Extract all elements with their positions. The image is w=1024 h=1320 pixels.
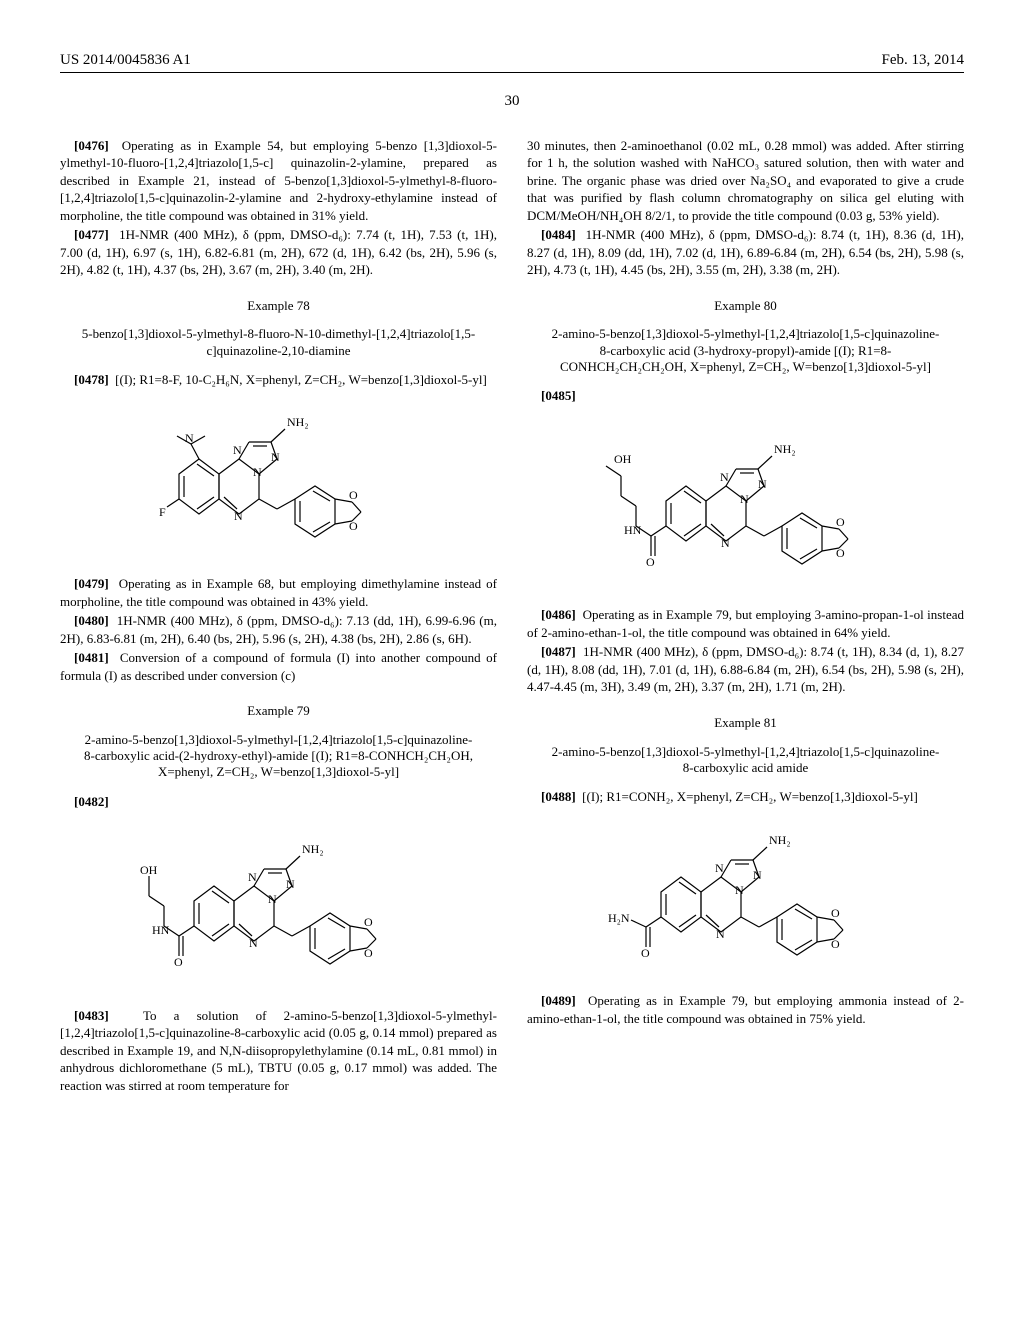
para-text: 1H-NMR (400 MHz), δ (ppm, DMSO-d₆): 8.74…: [527, 644, 964, 694]
svg-text:F: F: [159, 505, 166, 519]
example-title: 5-benzo[1,3]dioxol-5-ylmethyl-8-fluoro-N…: [80, 326, 477, 359]
example-heading: Example 78: [60, 297, 497, 315]
para-text: 1H-NMR (400 MHz), δ (ppm, DMSO-d₆): 7.13…: [60, 613, 497, 646]
svg-text:N: N: [185, 431, 194, 445]
svg-text:N: N: [268, 892, 277, 906]
right-column: 30 minutes, then 2-aminoethanol (0.02 mL…: [527, 137, 964, 1097]
example-title: 2-amino-5-benzo[1,3]dioxol-5-ylmethyl-[1…: [547, 744, 944, 777]
example-heading: Example 79: [60, 702, 497, 720]
svg-text:NH₂: NH₂: [774, 442, 796, 456]
paragraph: [0481] Conversion of a compound of formu…: [60, 649, 497, 684]
para-number: [0480]: [74, 613, 109, 628]
para-text: 1H-NMR (400 MHz), δ (ppm, DMSO-d₆): 7.74…: [60, 227, 497, 277]
svg-text:O: O: [174, 955, 183, 969]
paragraph: [0479] Operating as in Example 68, but e…: [60, 575, 497, 610]
patent-date: Feb. 13, 2014: [882, 50, 965, 70]
svg-text:OH: OH: [614, 452, 632, 466]
paragraph: [0485]: [527, 387, 964, 405]
example-heading: Example 80: [527, 297, 964, 315]
svg-text:N: N: [753, 868, 762, 882]
svg-text:N: N: [721, 536, 730, 550]
svg-text:NH₂: NH₂: [287, 415, 309, 429]
svg-text:O: O: [836, 546, 845, 560]
two-column-layout: [0476] Operating as in Example 54, but e…: [60, 137, 964, 1097]
para-number: [0483]: [74, 1008, 109, 1023]
paragraph: [0478] [(I); R1=8-F, 10-C₂H₆N, X=phenyl,…: [60, 371, 497, 389]
svg-text:HN: HN: [152, 923, 170, 937]
svg-text:N: N: [740, 492, 749, 506]
paragraph: [0476] Operating as in Example 54, but e…: [60, 137, 497, 225]
chemical-structure-81: H₂N O NH₂ N N N N O O: [527, 822, 964, 977]
page-header: US 2014/0045836 A1 Feb. 13, 2014: [60, 50, 964, 73]
para-number: [0477]: [74, 227, 109, 242]
left-column: [0476] Operating as in Example 54, but e…: [60, 137, 497, 1097]
svg-text:O: O: [836, 515, 845, 529]
paragraph: [0477] 1H-NMR (400 MHz), δ (ppm, DMSO-d₆…: [60, 226, 497, 279]
para-text: [(I); R1=8-F, 10-C₂H₆N, X=phenyl, Z=CH₂,…: [115, 372, 487, 387]
para-text: Operating as in Example 68, but employin…: [60, 576, 497, 609]
svg-text:N: N: [248, 870, 257, 884]
svg-text:O: O: [364, 946, 373, 960]
svg-text:N: N: [249, 936, 258, 950]
paragraph: [0484] 1H-NMR (400 MHz), δ (ppm, DMSO-d₆…: [527, 226, 964, 279]
svg-text:NH₂: NH₂: [769, 833, 791, 847]
para-number: [0476]: [74, 138, 109, 153]
svg-text:O: O: [831, 937, 840, 951]
para-number: [0486]: [541, 607, 576, 622]
svg-text:N: N: [720, 470, 729, 484]
para-number: [0489]: [541, 993, 576, 1008]
para-text: To a solution of 2-amino-5-benzo[1,3]dio…: [60, 1008, 497, 1093]
svg-text:NH₂: NH₂: [302, 842, 324, 856]
svg-text:N: N: [234, 509, 243, 523]
svg-text:N: N: [715, 861, 724, 875]
para-number: [0485]: [541, 388, 576, 403]
page-number: 30: [60, 91, 964, 111]
svg-text:N: N: [253, 465, 262, 479]
svg-text:N: N: [735, 883, 744, 897]
para-text: 1H-NMR (400 MHz), δ (ppm, DMSO-d₆): 8.74…: [527, 227, 964, 277]
para-text: 30 minutes, then 2-aminoethanol (0.02 mL…: [527, 138, 964, 223]
para-number: [0478]: [74, 372, 109, 387]
paragraph: [0486] Operating as in Example 79, but e…: [527, 606, 964, 641]
svg-text:N: N: [716, 927, 725, 941]
paragraph-continuation: 30 minutes, then 2-aminoethanol (0.02 mL…: [527, 137, 964, 225]
svg-text:N: N: [758, 477, 767, 491]
svg-text:O: O: [364, 915, 373, 929]
para-number: [0484]: [541, 227, 576, 242]
paragraph: [0489] Operating as in Example 79, but e…: [527, 992, 964, 1027]
svg-text:HN: HN: [624, 523, 642, 537]
svg-text:H₂N: H₂N: [608, 911, 630, 925]
para-number: [0482]: [74, 794, 109, 809]
svg-text:OH: OH: [140, 863, 158, 877]
para-text: [(I); R1=CONH₂, X=phenyl, Z=CH₂, W=benzo…: [582, 789, 918, 804]
para-number: [0487]: [541, 644, 576, 659]
paragraph: [0487] 1H-NMR (400 MHz), δ (ppm, DMSO-d₆…: [527, 643, 964, 696]
svg-text:N: N: [286, 877, 295, 891]
para-text: Operating as in Example 79, but employin…: [527, 607, 964, 640]
paragraph: [0480] 1H-NMR (400 MHz), δ (ppm, DMSO-d₆…: [60, 612, 497, 647]
para-number: [0488]: [541, 789, 576, 804]
svg-text:O: O: [349, 488, 358, 502]
chemical-structure-79: OH HN O NH₂ N N N N O O: [60, 826, 497, 991]
paragraph: [0483] To a solution of 2-amino-5-benzo[…: [60, 1007, 497, 1095]
para-number: [0479]: [74, 576, 109, 591]
svg-text:O: O: [831, 906, 840, 920]
svg-text:O: O: [641, 946, 650, 960]
example-heading: Example 81: [527, 714, 964, 732]
para-text: Conversion of a compound of formula (I) …: [60, 650, 497, 683]
svg-text:O: O: [646, 555, 655, 569]
chemical-structure-80: OH HN O NH₂ N N N N O O: [527, 421, 964, 591]
para-text: Operating as in Example 79, but employin…: [527, 993, 964, 1026]
patent-number: US 2014/0045836 A1: [60, 50, 191, 70]
paragraph: [0482]: [60, 793, 497, 811]
svg-text:N: N: [271, 450, 280, 464]
svg-text:O: O: [349, 519, 358, 533]
para-text: Operating as in Example 54, but employin…: [60, 138, 497, 223]
example-title: 2-amino-5-benzo[1,3]dioxol-5-ylmethyl-[1…: [547, 326, 944, 375]
svg-text:N: N: [233, 443, 242, 457]
example-title: 2-amino-5-benzo[1,3]dioxol-5-ylmethyl-[1…: [80, 732, 477, 781]
paragraph: [0488] [(I); R1=CONH₂, X=phenyl, Z=CH₂, …: [527, 788, 964, 806]
chemical-structure-78: N F NH₂ N N N N O O: [60, 404, 497, 559]
para-number: [0481]: [74, 650, 109, 665]
